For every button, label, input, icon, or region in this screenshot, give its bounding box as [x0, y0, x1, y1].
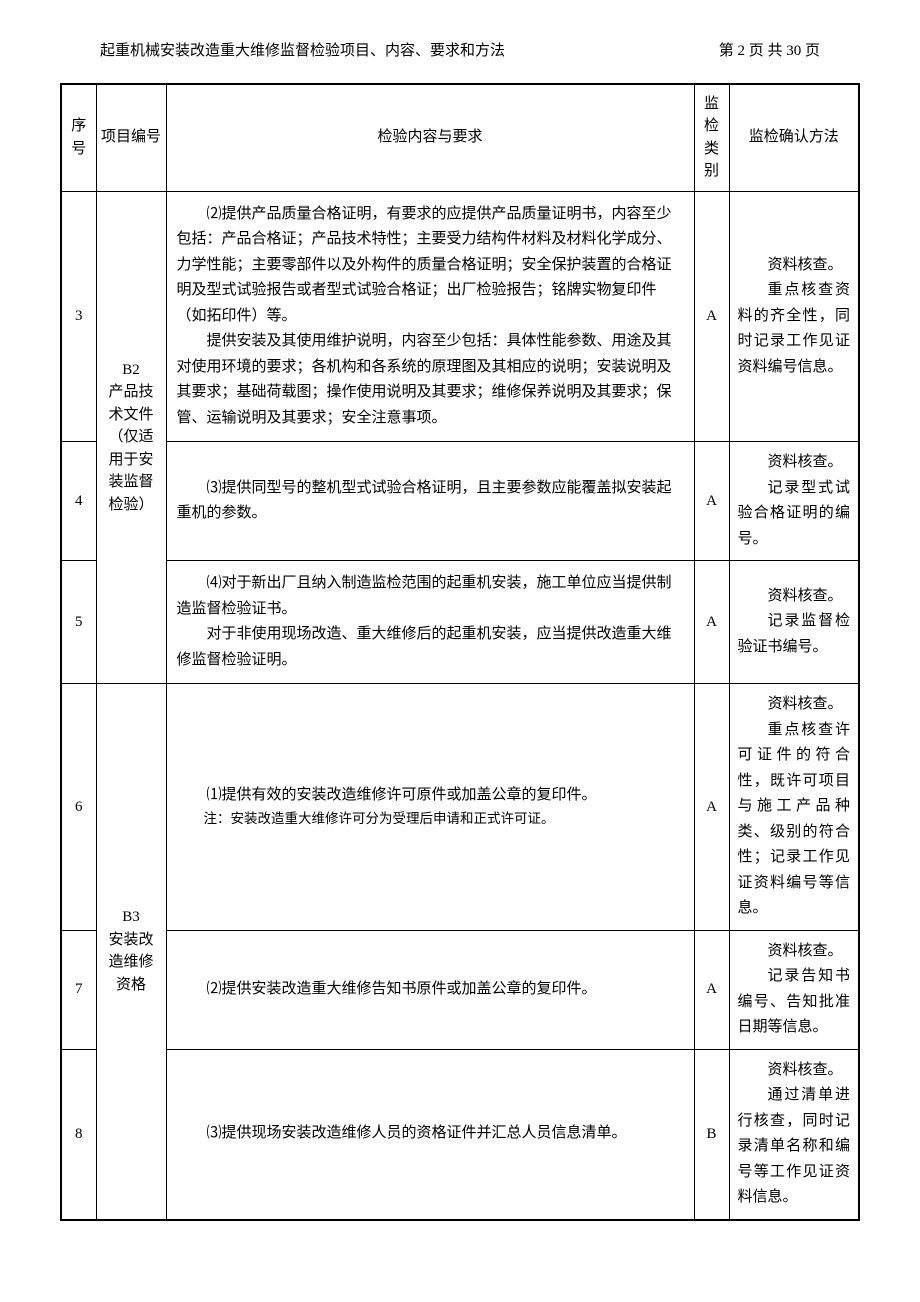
content-para: ⑴提供有效的安装改造维修许可原件或加盖公章的复印件。 [177, 783, 684, 809]
content-para: ⑶提供同型号的整机型式试验合格证明，且主要参数应能覆盖拟安装起重机的参数。 [177, 476, 684, 527]
cell-seq: 7 [61, 930, 96, 1049]
cell-content: ⑶提供现场安装改造维修人员的资格证件并汇总人员信息清单。 [166, 1049, 694, 1220]
method-para: 记录型式试验合格证明的编号。 [738, 476, 851, 553]
cell-content: ⑴提供有效的安装改造维修许可原件或加盖公章的复印件。 注：安装改造重大维修许可分… [166, 684, 694, 931]
cell-content: ⑵提供安装改造重大维修告知书原件或加盖公章的复印件。 [166, 930, 694, 1049]
method-para: 资料核查。 [738, 253, 851, 279]
method-para: 资料核查。 [738, 939, 851, 965]
method-para: 资料核查。 [738, 450, 851, 476]
table-row: 6 B3 安装改造维修资格 ⑴提供有效的安装改造维修许可原件或加盖公章的复印件。… [61, 684, 859, 931]
col-method: 监检确认方法 [729, 84, 859, 192]
cell-content: ⑵提供产品质量合格证明，有要求的应提供产品质量证明书，内容至少包括：产品合格证；… [166, 191, 694, 442]
content-para: ⑵提供安装改造重大维修告知书原件或加盖公章的复印件。 [177, 977, 684, 1003]
cell-content: ⑶提供同型号的整机型式试验合格证明，且主要参数应能覆盖拟安装起重机的参数。 [166, 442, 694, 561]
cell-seq: 5 [61, 561, 96, 684]
table-row: 8 ⑶提供现场安装改造维修人员的资格证件并汇总人员信息清单。 B 资料核查。 通… [61, 1049, 859, 1220]
table-header-row: 序号 项目编号 检验内容与要求 监检类别 监检确认方法 [61, 84, 859, 192]
content-para: 对于非使用现场改造、重大维修后的起重机安装，应当提供改造重大维修监督检验证明。 [177, 622, 684, 673]
cell-method: 资料核查。 重点核查资料的齐全性，同时记录工作见证资料编号信息。 [729, 191, 859, 442]
table-row: 4 ⑶提供同型号的整机型式试验合格证明，且主要参数应能覆盖拟安装起重机的参数。 … [61, 442, 859, 561]
item-code: B2 [122, 362, 140, 378]
content-para: ⑵提供产品质量合格证明，有要求的应提供产品质量证明书，内容至少包括：产品合格证；… [177, 202, 684, 330]
item-label: 安装改造维修资格 [108, 932, 153, 993]
inspection-table: 序号 项目编号 检验内容与要求 监检类别 监检确认方法 3 B2 产品技术文件（… [60, 83, 860, 1221]
content-note: 注：安装改造重大维修许可分为受理后申请和正式许可证。 [177, 808, 684, 831]
cell-category: A [694, 930, 729, 1049]
method-para: 重点核查资料的齐全性，同时记录工作见证资料编号信息。 [738, 278, 851, 380]
method-para: 资料核查。 [738, 1058, 851, 1084]
method-para: 资料核查。 [738, 692, 851, 718]
method-para: 重点核查许可证件的符合性，既许可项目与施工产品种类、级别的符合性；记录工作见证资… [738, 718, 851, 922]
page-number: 第 2 页 共 30 页 [719, 40, 820, 63]
cell-method: 资料核查。 记录监督检验证书编号。 [729, 561, 859, 684]
method-para: 通过清单进行核查，同时记录清单名称和编号等工作见证资料信息。 [738, 1083, 851, 1211]
cell-category: A [694, 684, 729, 931]
cell-seq: 6 [61, 684, 96, 931]
cell-item: B2 产品技术文件（仅适用于安装监督检验） [96, 191, 166, 684]
cell-item: B3 安装改造维修资格 [96, 684, 166, 1220]
table-row: 3 B2 产品技术文件（仅适用于安装监督检验） ⑵提供产品质量合格证明，有要求的… [61, 191, 859, 442]
cell-category: B [694, 1049, 729, 1220]
cell-method: 资料核查。 重点核查许可证件的符合性，既许可项目与施工产品种类、级别的符合性；记… [729, 684, 859, 931]
col-item: 项目编号 [96, 84, 166, 192]
cell-seq: 4 [61, 442, 96, 561]
item-label: 产品技术文件（仅适用于安装监督检验） [108, 384, 153, 513]
doc-title: 起重机械安装改造重大维修监督检验项目、内容、要求和方法 [100, 40, 505, 63]
table-row: 7 ⑵提供安装改造重大维修告知书原件或加盖公章的复印件。 A 资料核查。 记录告… [61, 930, 859, 1049]
cell-category: A [694, 191, 729, 442]
method-para: 记录告知书编号、告知批准日期等信息。 [738, 964, 851, 1041]
cell-method: 资料核查。 记录告知书编号、告知批准日期等信息。 [729, 930, 859, 1049]
content-para: 提供安装及其使用维护说明，内容至少包括：具体性能参数、用途及其对使用环境的要求；… [177, 329, 684, 431]
cell-seq: 8 [61, 1049, 96, 1220]
cell-method: 资料核查。 通过清单进行核查，同时记录清单名称和编号等工作见证资料信息。 [729, 1049, 859, 1220]
method-para: 资料核查。 [738, 584, 851, 610]
table-row: 5 ⑷对于新出厂且纳入制造监检范围的起重机安装，施工单位应当提供制造监督检验证书… [61, 561, 859, 684]
cell-category: A [694, 561, 729, 684]
content-para: ⑶提供现场安装改造维修人员的资格证件并汇总人员信息清单。 [177, 1121, 684, 1147]
cell-content: ⑷对于新出厂且纳入制造监检范围的起重机安装，施工单位应当提供制造监督检验证书。 … [166, 561, 694, 684]
item-code: B3 [122, 909, 140, 925]
method-para: 记录监督检验证书编号。 [738, 609, 851, 660]
cell-category: A [694, 442, 729, 561]
content-para: ⑷对于新出厂且纳入制造监检范围的起重机安装，施工单位应当提供制造监督检验证书。 [177, 571, 684, 622]
page-header: 起重机械安装改造重大维修监督检验项目、内容、要求和方法 第 2 页 共 30 页 [60, 40, 860, 63]
cell-seq: 3 [61, 191, 96, 442]
col-seq: 序号 [61, 84, 96, 192]
col-category: 监检类别 [694, 84, 729, 192]
col-content: 检验内容与要求 [166, 84, 694, 192]
cell-method: 资料核查。 记录型式试验合格证明的编号。 [729, 442, 859, 561]
